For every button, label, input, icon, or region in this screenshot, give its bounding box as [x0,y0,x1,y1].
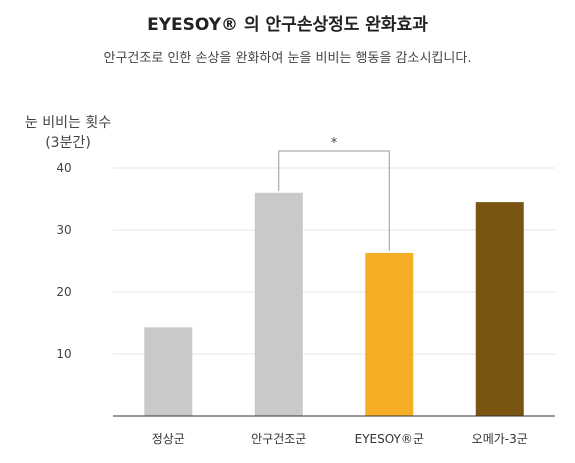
x-category-label: EYESOY®군 [355,432,424,446]
bars [144,192,524,416]
bar [475,202,524,416]
x-category-label: 정상군 [152,432,185,446]
significance-line [278,150,390,251]
y-tick-label: 20 [56,285,71,299]
y-axis-label-unit: (3분간) [45,135,91,151]
y-tick-label: 40 [56,161,71,175]
chart-title: EYESOY® 의 안구손상정도 완화효과 [147,15,428,35]
significance-marker: * [331,136,338,151]
bar [365,252,414,416]
x-axis-categories: 정상군 안구건조군 EYESOY®군 오메가-3군 [152,432,528,446]
chart-subtitle: 안구건조로 인한 손상을 완화하여 눈을 비비는 행동을 감소시킵니다. [104,50,472,66]
bar [144,327,193,416]
bar [254,192,303,416]
y-axis-ticks: 10 20 30 40 [56,161,71,361]
x-category-label: 안구건조군 [251,432,306,446]
y-tick-label: 10 [56,347,71,361]
y-axis-label: 눈 비비는 횟수 [25,115,111,131]
y-tick-label: 30 [56,223,71,237]
x-category-label: 오메가-3군 [472,432,528,446]
significance-bracket: * [278,136,390,251]
